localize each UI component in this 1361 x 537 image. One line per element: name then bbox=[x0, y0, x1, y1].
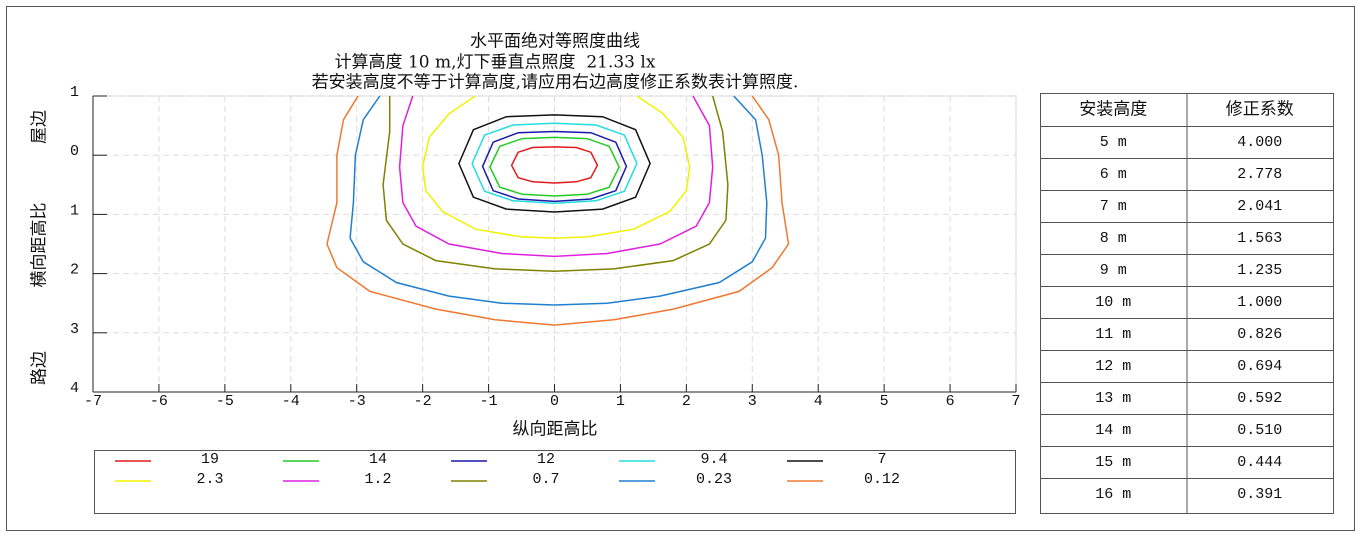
legend-label: 0.7 bbox=[532, 471, 559, 488]
chart-subtitle: 计算高度 10 m,灯下垂直点照度 21.33 lx bbox=[335, 53, 656, 73]
table-cell: 0.826 bbox=[1237, 326, 1282, 343]
chart-note: 若安装高度不等于计算高度,请应用右边高度修正系数表计算照度. bbox=[312, 73, 799, 93]
table-cell: 0.391 bbox=[1237, 486, 1282, 503]
x-tick-label: -2 bbox=[414, 393, 432, 410]
table-cell: 8 m bbox=[1100, 230, 1127, 247]
contour-line bbox=[471, 122, 638, 204]
x-tick-label: 3 bbox=[748, 393, 757, 410]
contour-line bbox=[349, 95, 768, 306]
x-tick-label: -5 bbox=[216, 393, 234, 410]
table-cell: 1.000 bbox=[1237, 294, 1282, 311]
y-tick-label: 3 bbox=[70, 321, 79, 338]
table-cell: 2.778 bbox=[1237, 166, 1282, 183]
x-axis-label: 纵向距高比 bbox=[513, 420, 598, 440]
table-cell: 9 m bbox=[1100, 262, 1127, 279]
y-axis-label: 横向距高比 bbox=[30, 203, 50, 288]
table-cell: 6 m bbox=[1100, 166, 1127, 183]
legend-label: 14 bbox=[369, 451, 387, 468]
y-tick-label: 4 bbox=[70, 380, 79, 397]
table-cell: 0.694 bbox=[1237, 358, 1282, 375]
table-cell: 0.592 bbox=[1237, 390, 1282, 407]
legend-box bbox=[94, 450, 1016, 514]
table-header: 安装高度 bbox=[1079, 100, 1147, 120]
legend-label: 2.3 bbox=[196, 471, 223, 488]
table-cell: 10 m bbox=[1095, 294, 1131, 311]
x-tick-label: 7 bbox=[1011, 393, 1020, 410]
table-cell: 1.563 bbox=[1237, 230, 1282, 247]
x-tick-label: -1 bbox=[480, 393, 498, 410]
x-tick-label: 5 bbox=[880, 393, 889, 410]
x-tick-label: -4 bbox=[282, 393, 300, 410]
table-cell: 0.444 bbox=[1237, 454, 1282, 471]
table-cell: 15 m bbox=[1095, 454, 1131, 471]
contour-line bbox=[510, 146, 599, 184]
table-cell: 2.041 bbox=[1237, 198, 1282, 215]
y-tick-label: 1 bbox=[70, 84, 79, 101]
table-cell: 7 m bbox=[1100, 198, 1127, 215]
contour-line bbox=[421, 95, 691, 239]
y-bottom-label: 路边 bbox=[30, 351, 50, 385]
contour-line bbox=[489, 136, 620, 197]
contour-line bbox=[398, 95, 714, 258]
legend-label: 9.4 bbox=[700, 451, 727, 468]
frame bbox=[6, 6, 1355, 531]
legend-label: 12 bbox=[537, 451, 555, 468]
contour-line bbox=[382, 95, 729, 272]
table-cell: 12 m bbox=[1095, 358, 1131, 375]
legend-label: 19 bbox=[201, 451, 219, 468]
table-cell: 11 m bbox=[1095, 326, 1131, 343]
x-tick-label: 6 bbox=[946, 393, 955, 410]
y-top-label: 屋边 bbox=[30, 110, 50, 144]
contour-line bbox=[481, 130, 628, 203]
table-cell: 4.000 bbox=[1237, 134, 1282, 151]
table-header: 修正系数 bbox=[1226, 100, 1294, 120]
legend-label: 1.2 bbox=[364, 471, 391, 488]
table-cell: 13 m bbox=[1095, 390, 1131, 407]
x-tick-label: 1 bbox=[616, 393, 625, 410]
contour-line bbox=[458, 114, 651, 213]
x-tick-label: 2 bbox=[682, 393, 691, 410]
x-tick-label: 4 bbox=[814, 393, 823, 410]
y-tick-label: 2 bbox=[70, 262, 79, 279]
table-cell: 16 m bbox=[1095, 486, 1131, 503]
legend-label: 0.23 bbox=[696, 471, 732, 488]
legend-label: 7 bbox=[877, 451, 886, 468]
chart-title: 水平面绝对等照度曲线 bbox=[470, 32, 640, 52]
contour-line bbox=[326, 95, 790, 326]
table-cell: 14 m bbox=[1095, 422, 1131, 439]
x-tick-label: -3 bbox=[348, 393, 366, 410]
x-tick-label: 0 bbox=[550, 393, 559, 410]
table-cell: 0.510 bbox=[1237, 422, 1282, 439]
table-cell: 1.235 bbox=[1237, 262, 1282, 279]
y-tick-label: 1 bbox=[70, 202, 79, 219]
legend-label: 0.12 bbox=[864, 471, 900, 488]
y-tick-label: 0 bbox=[70, 143, 79, 160]
x-tick-label: -6 bbox=[150, 393, 168, 410]
table-cell: 5 m bbox=[1100, 134, 1127, 151]
x-tick-label: -7 bbox=[84, 393, 102, 410]
